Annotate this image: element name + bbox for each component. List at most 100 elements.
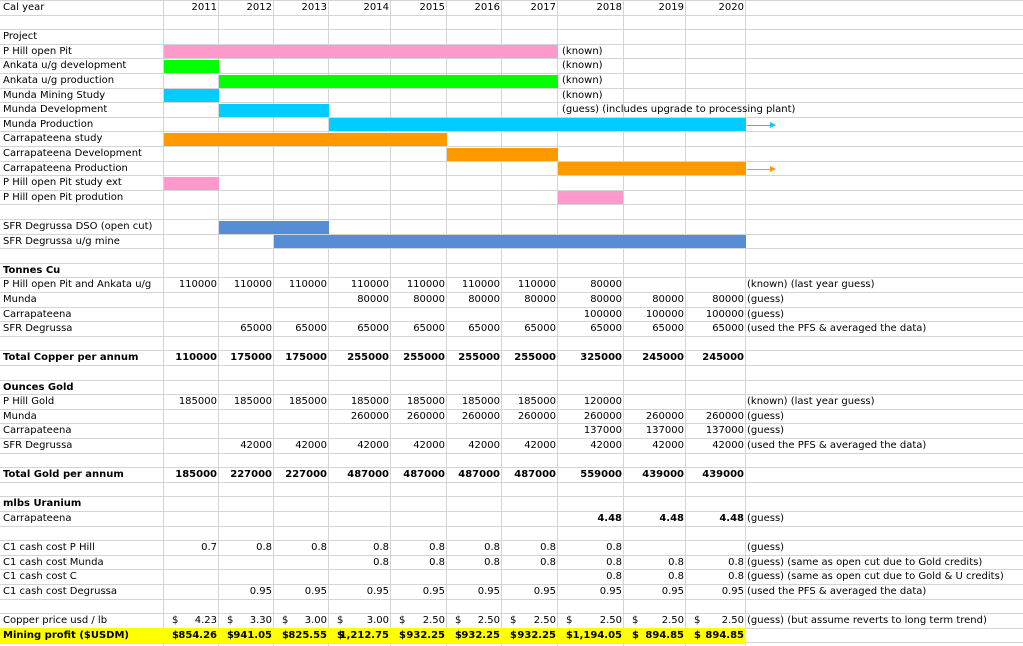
project-label[interactable]: Munda Mining Study	[3, 89, 106, 101]
project-label[interactable]: P Hill open Pit	[3, 45, 72, 57]
price-cell[interactable]: 2.50	[533, 615, 556, 627]
value-cell[interactable]: 0.8	[540, 556, 556, 568]
currency-cell[interactable]: $	[510, 615, 517, 627]
value-cell[interactable]	[219, 410, 272, 425]
currency-cell[interactable]: $	[566, 629, 573, 641]
value-cell[interactable]: 100000	[705, 308, 744, 320]
value-cell[interactable]: 4.48	[597, 513, 622, 524]
note-cell[interactable]: (known) (last year guess)	[747, 279, 875, 291]
total-cell[interactable]: 245000	[642, 352, 684, 364]
total-cell[interactable]: 439000	[642, 469, 684, 481]
profit-cell[interactable]: 854.26	[178, 629, 217, 641]
profit-cell[interactable]: 1,212.75	[339, 629, 389, 641]
value-cell[interactable]: 65000	[413, 323, 445, 335]
price-cell[interactable]: 3.00	[366, 615, 389, 627]
note-cell[interactable]: (used the PFS & averaged the data)	[747, 323, 927, 335]
value-cell[interactable]: 0.8	[484, 556, 500, 568]
currency-cell[interactable]: $	[455, 629, 462, 641]
value-cell[interactable]	[391, 512, 445, 527]
value-cell[interactable]	[164, 570, 217, 585]
note-cell[interactable]: (known)	[562, 60, 603, 72]
value-cell[interactable]: 137000	[645, 425, 684, 437]
note-cell[interactable]: (guess)	[747, 308, 785, 320]
value-cell[interactable]: 42000	[295, 440, 327, 451]
value-cell[interactable]	[274, 410, 327, 425]
value-cell[interactable]: 4.48	[659, 513, 684, 524]
total-cell[interactable]: 439000	[702, 469, 744, 481]
year-header[interactable]: 2013	[301, 2, 327, 13]
value-cell[interactable]: 110000	[517, 279, 556, 291]
value-cell[interactable]: 65000	[468, 323, 500, 335]
value-cell[interactable]: 185000	[461, 396, 500, 408]
year-header[interactable]: 2018	[596, 2, 622, 13]
price-cell[interactable]: 3.00	[304, 615, 327, 627]
value-cell[interactable]: 185000	[178, 396, 217, 408]
note-cell[interactable]: (guess) (but assume reverts to long term…	[747, 615, 987, 627]
value-cell[interactable]: 42000	[712, 440, 744, 451]
value-cell[interactable]: 110000	[461, 279, 500, 291]
value-cell[interactable]: 42000	[357, 440, 389, 451]
data-label[interactable]: P Hill open Pit and Ankata u/g	[3, 279, 152, 291]
project-label[interactable]: SFR Degrussa u/g mine	[3, 235, 120, 247]
value-cell[interactable]	[447, 424, 500, 439]
total-cell[interactable]: 325000	[580, 352, 622, 364]
value-cell[interactable]: 80000	[712, 294, 744, 305]
value-cell[interactable]: 110000	[178, 279, 217, 291]
year-header[interactable]: 2011	[191, 2, 217, 13]
value-cell[interactable]	[329, 570, 389, 585]
value-cell[interactable]: 110000	[350, 279, 389, 291]
value-cell[interactable]: 0.95	[422, 586, 445, 597]
value-cell[interactable]: 0.95	[477, 586, 500, 597]
section-heading[interactable]: Ounces Gold	[3, 381, 74, 393]
year-header[interactable]: 2017	[530, 2, 556, 13]
data-label[interactable]: Carrapateena	[3, 308, 72, 320]
value-cell[interactable]: 0.95	[249, 586, 272, 597]
value-cell[interactable]	[164, 512, 217, 527]
note-cell[interactable]: (guess)	[747, 294, 785, 305]
currency-cell[interactable]: $	[510, 629, 517, 641]
value-cell[interactable]	[686, 541, 744, 556]
total-label[interactable]: Total Copper per annum	[3, 352, 139, 364]
value-cell[interactable]: 80000	[468, 294, 500, 305]
project-label[interactable]: Ankata u/g development	[3, 60, 127, 72]
value-cell[interactable]: 0.8	[429, 556, 445, 568]
value-cell[interactable]: 0.8	[728, 556, 744, 568]
profit-cell[interactable]: 932.25	[406, 629, 445, 641]
data-label[interactable]: C1 cash cost Munda	[3, 556, 104, 568]
value-cell[interactable]: 260000	[406, 410, 445, 422]
project-label[interactable]: Ankata u/g production	[3, 75, 115, 86]
value-cell[interactable]: 110000	[406, 279, 445, 291]
profit-label[interactable]: Mining profit ($USDM)	[3, 629, 129, 641]
value-cell[interactable]	[502, 512, 556, 527]
data-label[interactable]: Munda	[3, 294, 37, 305]
value-cell[interactable]: 80000	[590, 279, 622, 291]
value-cell[interactable]	[219, 424, 272, 439]
section-heading[interactable]: mlbs Uranium	[3, 498, 82, 510]
currency-cell[interactable]: $	[694, 615, 701, 627]
value-cell[interactable]: 0.95	[366, 586, 389, 597]
value-cell[interactable]: 80000	[413, 294, 445, 305]
value-cell[interactable]	[274, 556, 327, 571]
price-cell[interactable]: 2.50	[721, 615, 744, 627]
value-cell[interactable]	[391, 424, 445, 439]
value-cell[interactable]	[329, 424, 389, 439]
note-cell[interactable]: (known) (last year guess)	[747, 396, 875, 408]
total-label[interactable]: Total Gold per annum	[3, 469, 124, 481]
price-cell[interactable]: 2.50	[422, 615, 445, 627]
profit-cell[interactable]: 932.25	[517, 629, 556, 641]
total-cell[interactable]: 255000	[347, 352, 389, 364]
value-cell[interactable]: 0.8	[373, 542, 389, 554]
year-header[interactable]: 2020	[718, 2, 744, 13]
value-cell[interactable]: 185000	[350, 396, 389, 408]
value-cell[interactable]	[219, 308, 272, 323]
profit-cell[interactable]: 894.85	[645, 629, 684, 641]
value-cell[interactable]	[686, 278, 744, 293]
value-cell[interactable]	[686, 395, 744, 410]
total-cell[interactable]: 245000	[702, 352, 744, 364]
value-cell[interactable]: 0.7	[201, 542, 217, 554]
data-label[interactable]: C1 cash cost Degrussa	[3, 586, 117, 597]
profit-cell[interactable]: 894.85	[705, 629, 744, 641]
total-cell[interactable]: 255000	[514, 352, 556, 364]
value-cell[interactable]: 100000	[583, 308, 622, 320]
value-cell[interactable]: 0.95	[661, 586, 684, 597]
